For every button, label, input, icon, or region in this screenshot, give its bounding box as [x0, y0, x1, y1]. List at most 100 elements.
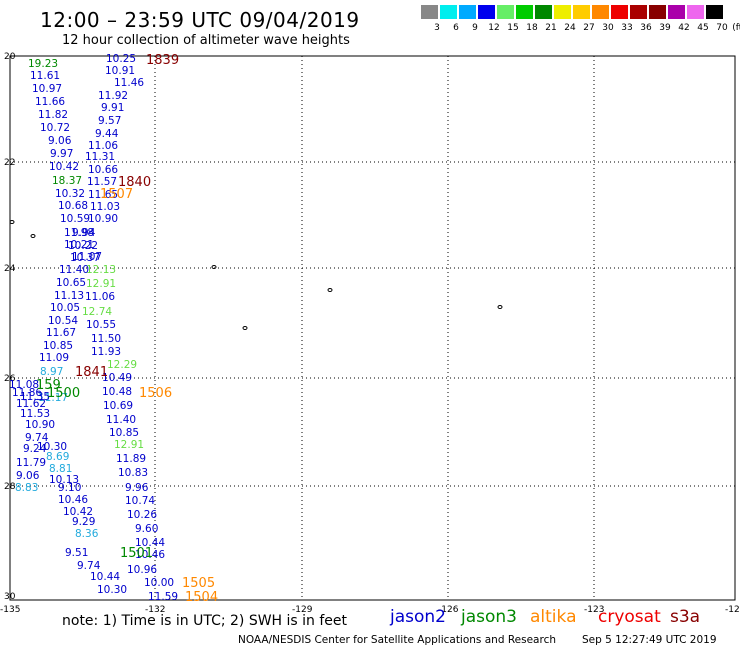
- longitude-tick-label: -126: [438, 605, 459, 615]
- latitude-tick-label: 22: [4, 158, 15, 168]
- legend-label: 42: [678, 23, 690, 33]
- wave-height-value: 10.55: [86, 319, 116, 331]
- wave-height-value: 10.46: [58, 494, 88, 506]
- pass-time-label: 1506: [139, 386, 172, 401]
- latitude-tick-label: 20: [4, 52, 16, 62]
- wave-height-value: 10.37: [70, 252, 100, 264]
- wave-height-value: 11.93: [91, 346, 121, 358]
- wave-height-value: 11.62: [16, 398, 46, 410]
- map-subtitle: 12 hour collection of altimeter wave hei…: [62, 33, 350, 48]
- legend-label: 6: [453, 23, 459, 33]
- legend-label: 30: [602, 23, 614, 33]
- legend-label: 12: [488, 23, 500, 33]
- island-outline: [30, 234, 36, 238]
- satellite-name: altika: [530, 607, 577, 627]
- wave-height-value: 11.57: [87, 176, 117, 188]
- wave-height-value: 9.24: [23, 443, 47, 455]
- pass-time-label: 1507: [100, 187, 133, 202]
- wave-height-value: 11.92: [98, 90, 128, 102]
- wave-height-value: 18.37: [52, 175, 82, 187]
- legend-swatch: [649, 5, 666, 19]
- wave-height-value: 10.85: [109, 427, 139, 439]
- wave-height-value: 10.42: [49, 161, 79, 173]
- wave-height-value: 10.90: [25, 419, 55, 431]
- wave-height-value: 11.89: [116, 453, 146, 465]
- legend-label: 36: [640, 23, 652, 33]
- wave-height-value: 10.32: [55, 188, 85, 200]
- wave-height-value: 11.40: [106, 414, 136, 426]
- pass-time-label: 159: [36, 378, 61, 393]
- wave-height-value: 9.51: [65, 547, 88, 559]
- wave-height-value: 11.46: [114, 77, 144, 89]
- pass-time-label: 1839: [146, 53, 179, 68]
- wave-height-value: 10.25: [106, 53, 136, 65]
- wave-height-value: 11.06: [85, 291, 115, 303]
- legend-swatch: [554, 5, 571, 19]
- satellite-name: s3a: [670, 607, 701, 627]
- wave-height-value: 11.35: [20, 391, 50, 403]
- wave-height-value: 10.05: [50, 302, 80, 314]
- wave-height-value: 11.13: [54, 290, 84, 302]
- wave-height-value: 12.13: [86, 264, 116, 276]
- wave-height-value: 9.06: [16, 470, 40, 482]
- wave-height-value: 10.97: [32, 83, 62, 95]
- wave-height-value: 12.74: [82, 306, 112, 318]
- legend-swatch: [706, 5, 723, 19]
- legend-swatch: [592, 5, 609, 19]
- wave-height-value: 9.94: [72, 227, 96, 239]
- island-outline: [497, 305, 503, 309]
- generated-timestamp: Sep 5 12:27:49 UTC 2019: [582, 634, 717, 646]
- wave-height-value: 8.83: [15, 482, 38, 494]
- legend-label: 70: [716, 23, 728, 33]
- legend-swatch: [459, 5, 476, 19]
- wave-height-value: 11.66: [35, 96, 65, 108]
- pass-time-label: 1840: [118, 175, 151, 190]
- wave-height-value: 9.29: [72, 516, 95, 528]
- satellite-name: cryosat: [598, 607, 661, 627]
- wave-height-value: 10.48: [102, 386, 132, 398]
- wave-height-value: 19.23: [28, 58, 58, 70]
- wave-height-value: 9.96: [125, 482, 149, 494]
- wave-height-value: 10.44: [90, 571, 120, 583]
- pass-time-label: 1841: [75, 365, 108, 380]
- legend-swatch: [440, 5, 457, 19]
- pass-time-label: 1504: [185, 590, 218, 605]
- wave-height-value: 9.74: [77, 560, 101, 572]
- wave-height-value: 8.36: [75, 528, 99, 540]
- wave-height-value: 12.29: [107, 359, 137, 371]
- wave-height-value: 8.81: [49, 463, 72, 475]
- wave-height-value: 9.97: [50, 148, 73, 160]
- latitude-tick-label: 24: [4, 264, 16, 274]
- wave-height-value: 11.59: [148, 591, 178, 603]
- wave-height-value: 10.72: [40, 122, 70, 134]
- wave-height-value: 10.91: [105, 65, 135, 77]
- legend-swatch: [497, 5, 514, 19]
- map-frame: [9, 55, 736, 601]
- legend-unit: (ft): [732, 23, 740, 33]
- wave-height-value: 10.49: [102, 372, 132, 384]
- wave-height-value: 11.98: [64, 227, 94, 239]
- legend-swatch: [516, 5, 533, 19]
- wave-height-value: 10.68: [58, 200, 88, 212]
- credit-text: NOAA/NESDIS Center for Satellite Applica…: [238, 634, 556, 646]
- island-outline: [242, 326, 248, 330]
- pass-time-label: 1500: [47, 386, 80, 401]
- wave-height-value: 8.97: [40, 366, 63, 378]
- island-outline: [211, 265, 217, 269]
- latitude-tick-label: 28: [4, 482, 16, 492]
- legend-swatch: [535, 5, 552, 19]
- satellite-name: jason3: [461, 607, 517, 627]
- island-outline: [327, 288, 333, 292]
- legend-label: 39: [659, 23, 671, 33]
- legend-label: 9: [472, 23, 478, 33]
- wave-height-value: 10.83: [118, 467, 148, 479]
- legend-label: 33: [621, 23, 633, 33]
- legend-label: 3: [434, 23, 440, 33]
- wave-height-value: 9.57: [98, 115, 121, 127]
- longitude-tick-label: -132: [145, 605, 165, 615]
- wave-height-value: 10.74: [125, 495, 155, 507]
- wave-height-value: 11.79: [16, 457, 46, 469]
- pass-time-label: 1501: [120, 546, 153, 561]
- wave-height-value: 11.67: [46, 327, 76, 339]
